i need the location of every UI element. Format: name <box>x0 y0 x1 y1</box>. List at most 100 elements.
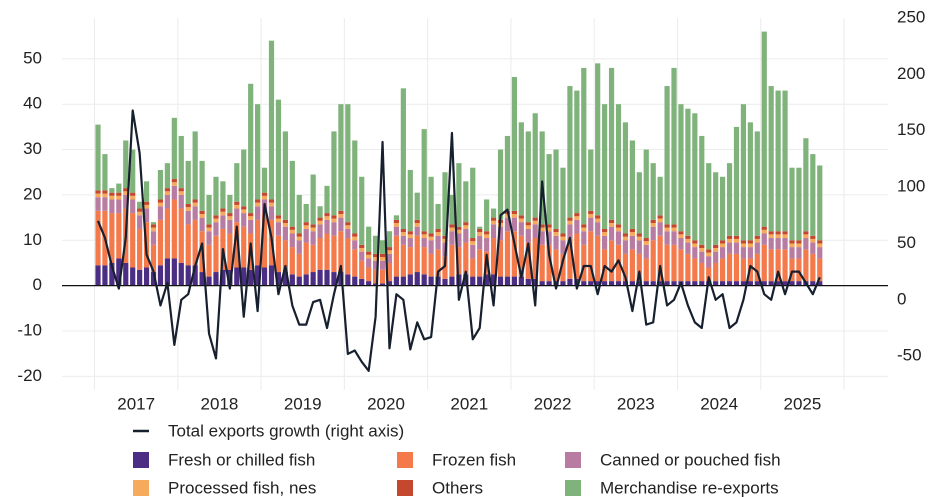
bar-segment <box>310 227 316 232</box>
bar-segment <box>470 244 476 259</box>
bar-segment <box>477 276 483 286</box>
bar-segment <box>178 191 184 195</box>
bar-segment <box>303 274 309 286</box>
bar-segment <box>567 86 573 218</box>
bar-segment <box>310 231 316 245</box>
bar-segment <box>706 249 712 253</box>
bar-segment <box>352 276 358 286</box>
bar-segment <box>768 281 774 286</box>
bar-segment <box>671 227 677 232</box>
bar-segment <box>185 160 191 204</box>
bar-segment <box>164 258 170 286</box>
bar-segment <box>768 234 774 239</box>
legend-swatch <box>133 480 149 496</box>
bar-segment <box>484 231 490 235</box>
bar-segment <box>199 160 205 211</box>
bar-segment <box>525 278 531 286</box>
bar-segment <box>213 215 219 219</box>
y2-tick-label: -50 <box>897 346 922 365</box>
bar-segment <box>199 217 205 232</box>
bar-segment <box>518 222 524 236</box>
bar-segment <box>796 281 802 286</box>
bar-segment <box>789 243 795 248</box>
bar-segment <box>574 233 580 279</box>
bar-segment <box>817 258 823 282</box>
bar-segment <box>518 215 524 219</box>
bar-segment <box>95 210 101 266</box>
bar-segment <box>178 262 184 286</box>
bar-segment <box>602 104 608 229</box>
bar-segment <box>615 104 622 225</box>
bar-segment <box>747 281 753 286</box>
bar-segment <box>789 240 795 244</box>
bar-segment <box>588 217 594 232</box>
bar-segment <box>671 231 677 245</box>
bar-segment <box>525 131 531 223</box>
bar-segment <box>428 233 434 237</box>
bar-segment <box>345 274 351 286</box>
bar-segment <box>449 194 455 225</box>
bar-segment <box>706 256 712 268</box>
bar-segment <box>532 113 538 218</box>
bar-segment <box>234 201 240 205</box>
bar-segment <box>137 215 143 229</box>
bar-segment <box>817 281 823 286</box>
bar-segment <box>463 225 469 229</box>
bar-segment <box>185 207 191 211</box>
bar-segment <box>414 272 420 286</box>
bar-segment <box>109 199 115 214</box>
bar-segment <box>220 269 226 286</box>
bar-segment <box>241 149 247 207</box>
bar-segment <box>206 231 212 245</box>
bar-segment <box>490 224 497 239</box>
bar-segment <box>629 249 635 282</box>
bar-segment <box>726 281 733 286</box>
bar-segment <box>602 232 608 236</box>
bar-segment <box>185 265 191 286</box>
bar-segment <box>449 224 455 228</box>
legend-swatch <box>397 480 413 496</box>
bar-segment <box>567 238 573 279</box>
bar-segment <box>255 104 261 200</box>
bar-segment <box>650 226 656 241</box>
y-tick-label: 10 <box>23 230 42 249</box>
bar-segment <box>150 272 157 286</box>
bar-segment <box>338 231 344 273</box>
bar-segment <box>317 217 323 221</box>
bar-segment <box>157 199 164 203</box>
bar-segment <box>407 231 413 235</box>
x-tick-label: 2022 <box>534 394 572 413</box>
bar-segment <box>761 281 767 286</box>
bar-segment <box>740 243 747 248</box>
bar-segment <box>525 242 531 279</box>
bar-segment <box>331 215 337 219</box>
bar-segment <box>442 238 448 243</box>
bar-segment <box>102 154 108 191</box>
y2-tick-label: 50 <box>897 233 916 252</box>
bar-segment <box>109 262 115 286</box>
bar-segment <box>338 104 344 211</box>
bar-segment <box>629 232 635 236</box>
y-tick-label: 50 <box>23 48 42 67</box>
legend-swatch <box>397 452 413 468</box>
bar-segment <box>650 281 656 286</box>
bar-segment <box>435 204 441 229</box>
bar-segment <box>546 244 552 282</box>
bar-segment <box>296 233 302 237</box>
bar-segment <box>456 229 462 234</box>
bar-segment <box>393 226 400 236</box>
bar-segment <box>664 86 670 225</box>
bar-segment <box>629 140 635 229</box>
y-tick-label: 40 <box>23 94 42 113</box>
bar-segment <box>199 210 205 214</box>
bar-segment <box>248 213 254 217</box>
bar-segment <box>150 244 157 273</box>
bar-segment <box>400 88 406 229</box>
bar-segment <box>636 240 642 254</box>
bar-segment <box>484 234 490 239</box>
bar-segment <box>463 242 469 275</box>
bar-segment <box>220 181 226 209</box>
bar-segment <box>407 238 413 248</box>
bar-segment <box>636 233 642 237</box>
